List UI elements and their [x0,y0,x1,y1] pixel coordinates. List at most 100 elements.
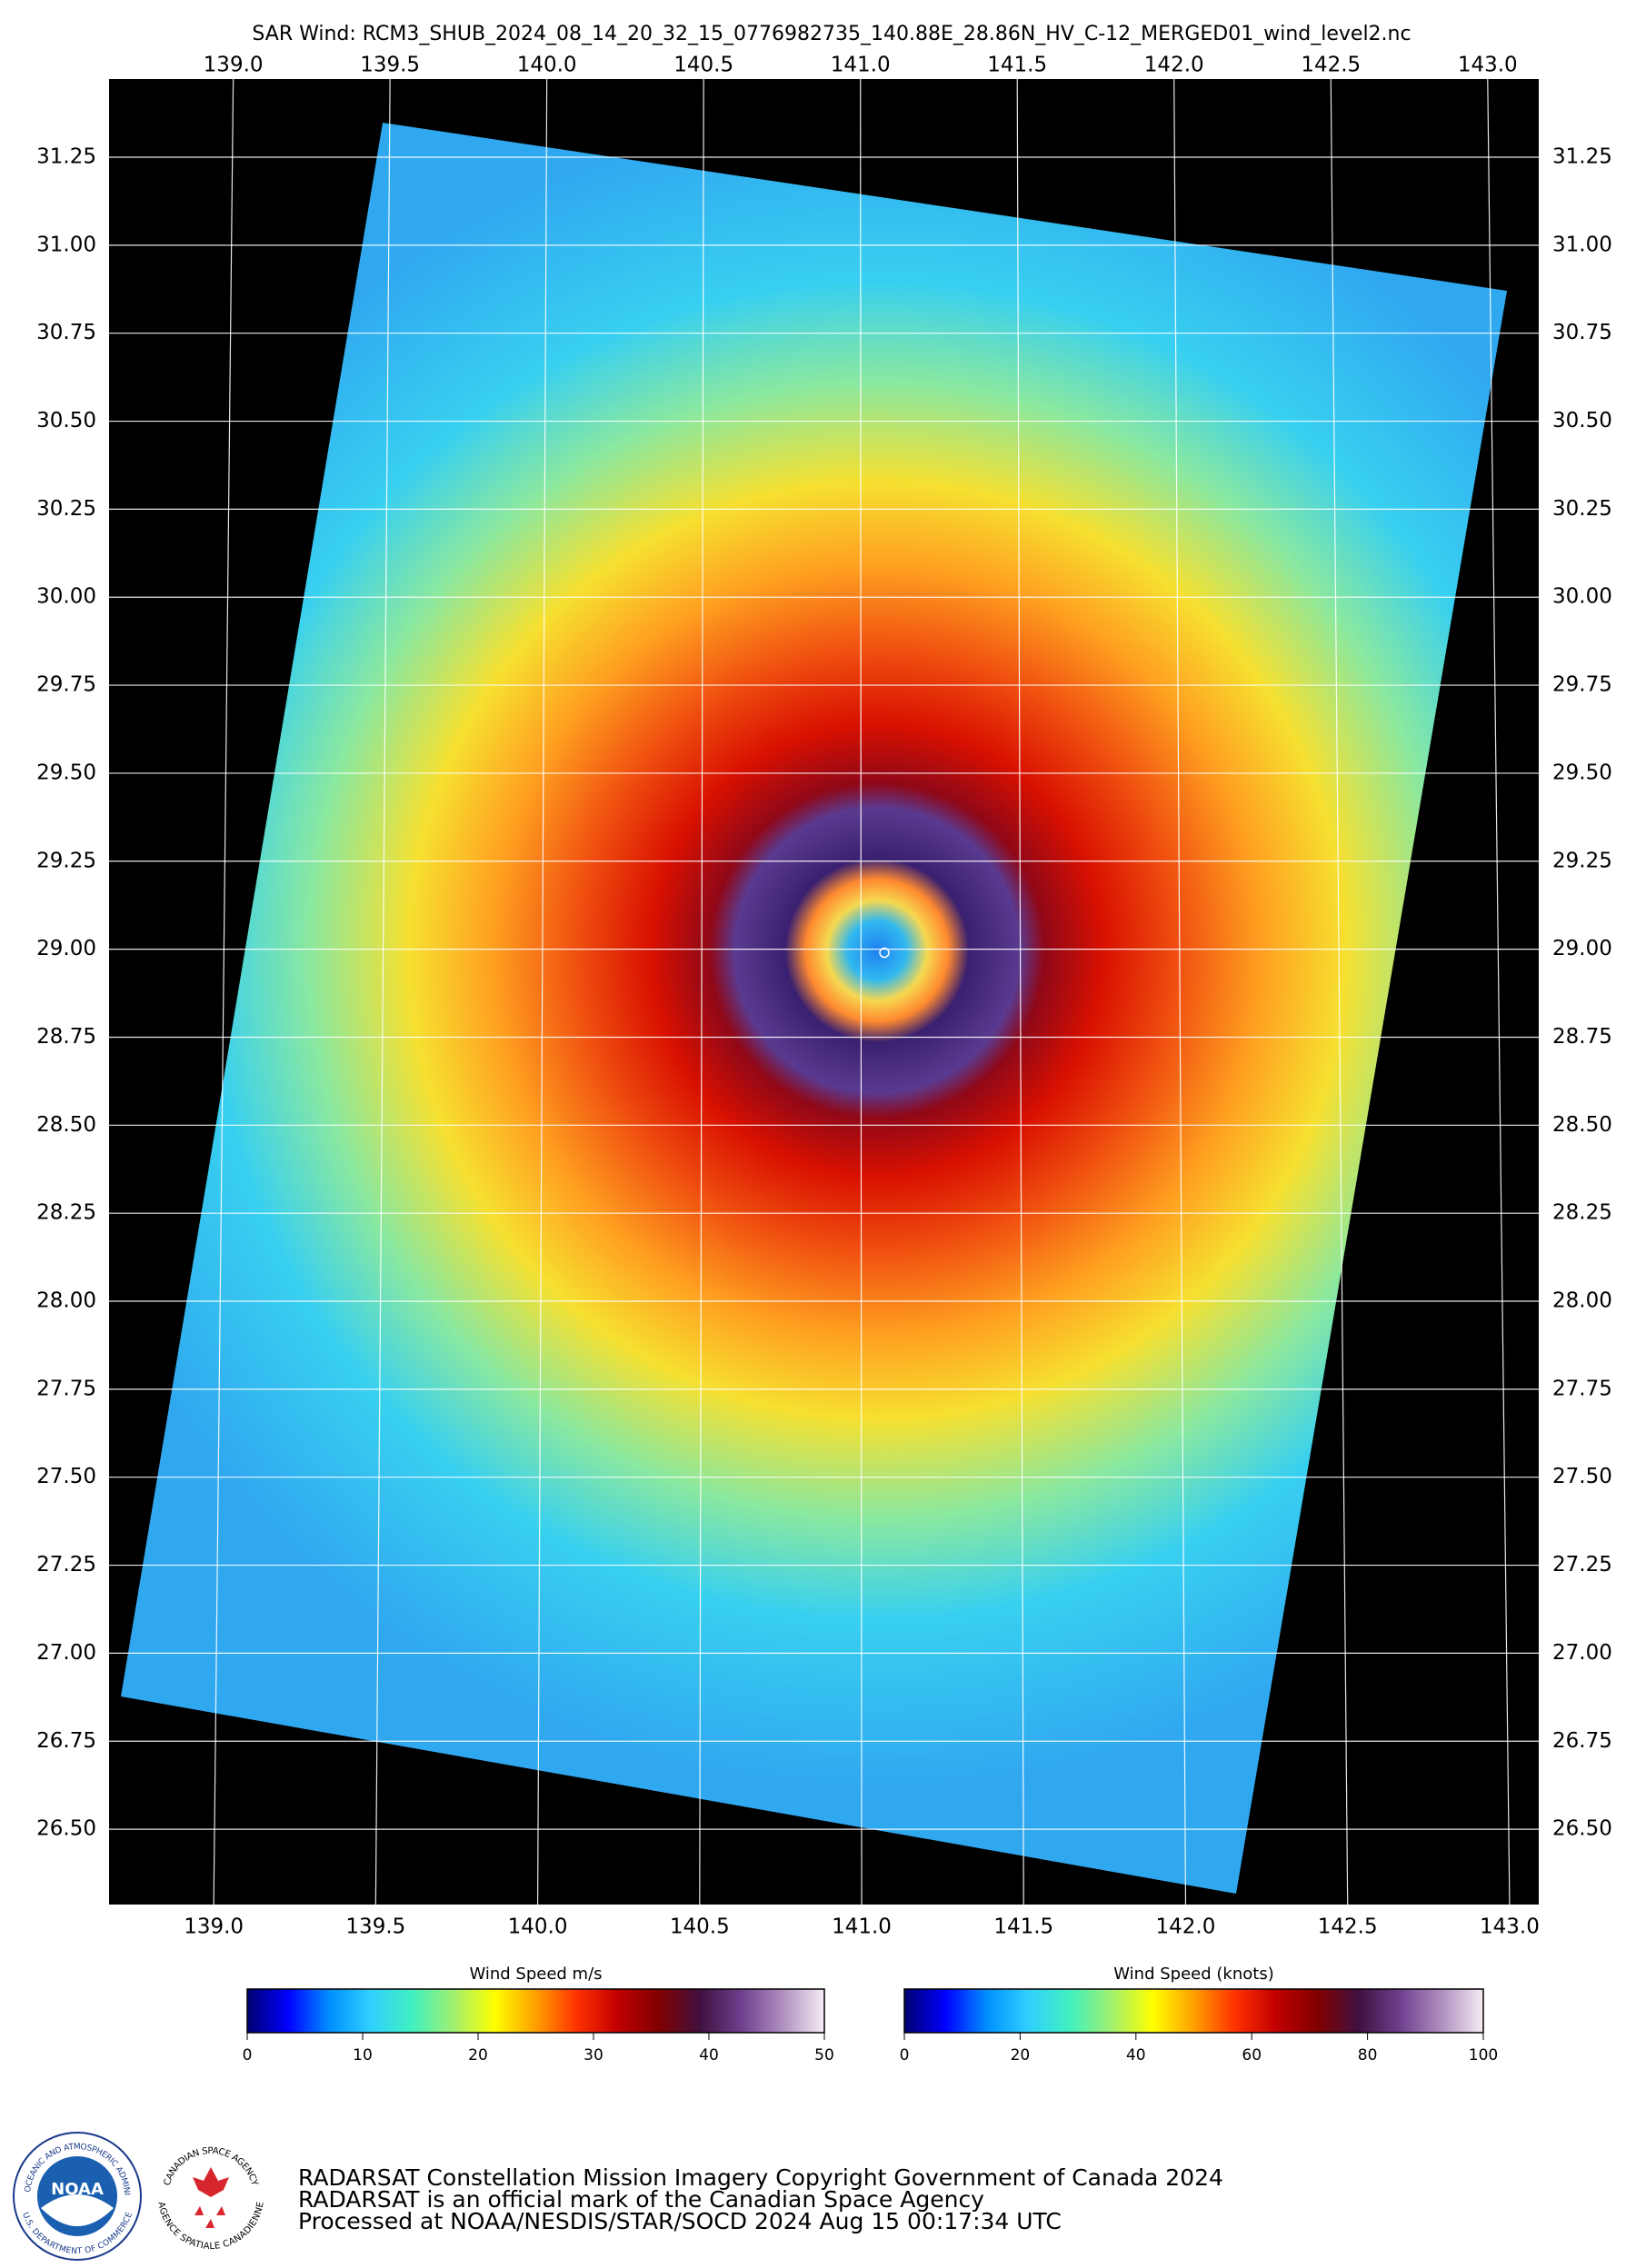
colorbar-tick-label: 30 [584,2046,604,2064]
y-tick-label: 28.25 [36,1201,96,1225]
x-tick-label: 140.5 [670,1915,730,1939]
footer-line: RADARSAT Constellation Mission Imagery C… [298,2164,1223,2191]
grid-line [374,78,391,1905]
csa-star [216,2206,225,2215]
csa-star [195,2206,204,2215]
colorbar-tick-label: 0 [243,2046,253,2064]
colorbar [246,1988,825,2034]
y-tick-label: 27.00 [1552,1641,1612,1665]
colorbar-tick-label: 0 [900,2046,910,2064]
y-tick-label: 27.25 [36,1553,96,1577]
y-tick-label: 30.00 [1552,585,1612,609]
y-tick-label: 29.50 [36,761,96,784]
x-tick-label: 139.0 [204,54,264,77]
grid-line [1487,78,1511,1905]
y-tick-label: 31.00 [1552,233,1612,256]
x-tick-label: 139.5 [360,54,420,77]
y-tick-label: 27.50 [36,1465,96,1488]
y-tick-label: 28.75 [1552,1025,1612,1049]
y-tick-label: 31.25 [36,145,96,169]
y-tick-label: 28.50 [1552,1113,1612,1137]
x-tick-label: 140.0 [517,54,577,77]
colorbar-tick-label: 60 [1242,2046,1262,2064]
colorbar-tick-label: 20 [1011,2046,1031,2064]
y-tick-label: 27.75 [1552,1377,1612,1400]
y-tick-label: 28.00 [36,1289,96,1313]
y-tick-label: 30.50 [36,409,96,433]
y-tick-label: 29.25 [1552,849,1612,872]
grid [109,78,1539,1905]
y-tick-label: 27.50 [1552,1465,1612,1488]
grid-line [213,78,234,1905]
colorbar-tick-label: 80 [1358,2046,1378,2064]
x-tick-label: 141.5 [987,54,1047,77]
x-tick-label: 140.5 [673,54,733,77]
y-tick-label: 26.75 [36,1729,96,1753]
sar-swath [121,123,1507,1894]
x-tick-label: 139.0 [184,1915,244,1939]
ticks: 139.0 139.0 139.5 139.5 140.0 140.0 140.5 140.5… [36,54,1612,1939]
x-tick-label: 142.0 [1156,1915,1216,1939]
grid-line [1173,78,1187,1905]
y-tick-label: 27.25 [1552,1553,1612,1577]
grid-line [860,78,863,1905]
grid-line [536,78,548,1905]
y-tick-label: 26.50 [36,1817,96,1841]
x-tick-label: 142.5 [1318,1915,1378,1939]
y-tick-label: 31.25 [1552,145,1612,169]
x-tick-label: 141.5 [993,1915,1053,1939]
y-tick-label: 29.75 [1552,673,1612,697]
x-tick-label: 141.0 [832,1915,892,1939]
x-tick-label: 140.0 [508,1915,568,1939]
y-tick-label: 26.50 [1552,1817,1612,1841]
y-tick-label: 28.00 [1552,1289,1612,1313]
csa-star [205,2219,214,2228]
y-tick-label: 30.50 [1552,409,1612,433]
colorbar-tick-label: 50 [814,2046,834,2064]
noaa-name: NOAA [51,2180,104,2199]
y-tick-label: 30.25 [36,497,96,521]
y-tick-label: 28.50 [36,1113,96,1137]
grid-line [1330,78,1349,1905]
y-tick-label: 30.00 [36,585,96,609]
x-tick-label: 143.0 [1458,54,1518,77]
title: SAR Wind: RCM3_SHUB_2024_08_14_20_32_15_… [252,23,1411,45]
colorbar-tick-label: 100 [1469,2046,1498,2064]
colorbars: Wind Speed m/s 0 10 20 30 40 50 Wind Speed (kno… [243,1965,1499,2064]
footer-line: Processed at NOAA/NESDIS/STAR/SOCD 2024 … [298,2208,1062,2234]
x-tick-label: 141.0 [831,54,891,77]
colorbar-tick-label: 40 [699,2046,719,2064]
y-tick-label: 30.75 [1552,321,1612,344]
storm-eye [879,947,890,959]
x-tick-label: 139.5 [345,1915,405,1939]
y-tick-label: 28.75 [36,1025,96,1049]
colorbar-label: Wind Speed m/s [469,1965,602,1984]
y-tick-label: 29.25 [36,849,96,872]
y-tick-label: 26.75 [1552,1729,1612,1753]
x-tick-label: 143.0 [1480,1915,1540,1939]
y-tick-label: 30.75 [36,321,96,344]
colorbar-tick-label: 20 [468,2046,488,2064]
y-tick-label: 27.00 [36,1641,96,1665]
y-tick-label: 30.25 [1552,497,1612,521]
grid-line [1016,78,1024,1905]
footer-line: RADARSAT is an official mark of the Cana… [298,2186,984,2213]
y-tick-label: 29.00 [36,937,96,960]
y-tick-label: 29.75 [36,673,96,697]
y-tick-label: 29.50 [1552,761,1612,784]
grid-line [699,78,704,1905]
y-tick-label: 29.00 [1552,937,1612,960]
csa-leaf [193,2167,229,2197]
y-tick-label: 28.25 [1552,1201,1612,1225]
y-tick-label: 31.00 [36,233,96,256]
y-tick-label: 27.75 [36,1377,96,1400]
x-tick-label: 142.0 [1144,54,1204,77]
csa-logo: CANADIAN SPACE AGENCY AGENCE SPATIALE CA… [155,2146,265,2252]
noaa-bird [41,2194,114,2226]
colorbar-tick-label: 40 [1126,2046,1146,2064]
colorbar-label: Wind Speed (knots) [1113,1965,1273,1984]
colorbar-tick-label: 10 [353,2046,373,2064]
x-tick-label: 142.5 [1301,54,1361,77]
